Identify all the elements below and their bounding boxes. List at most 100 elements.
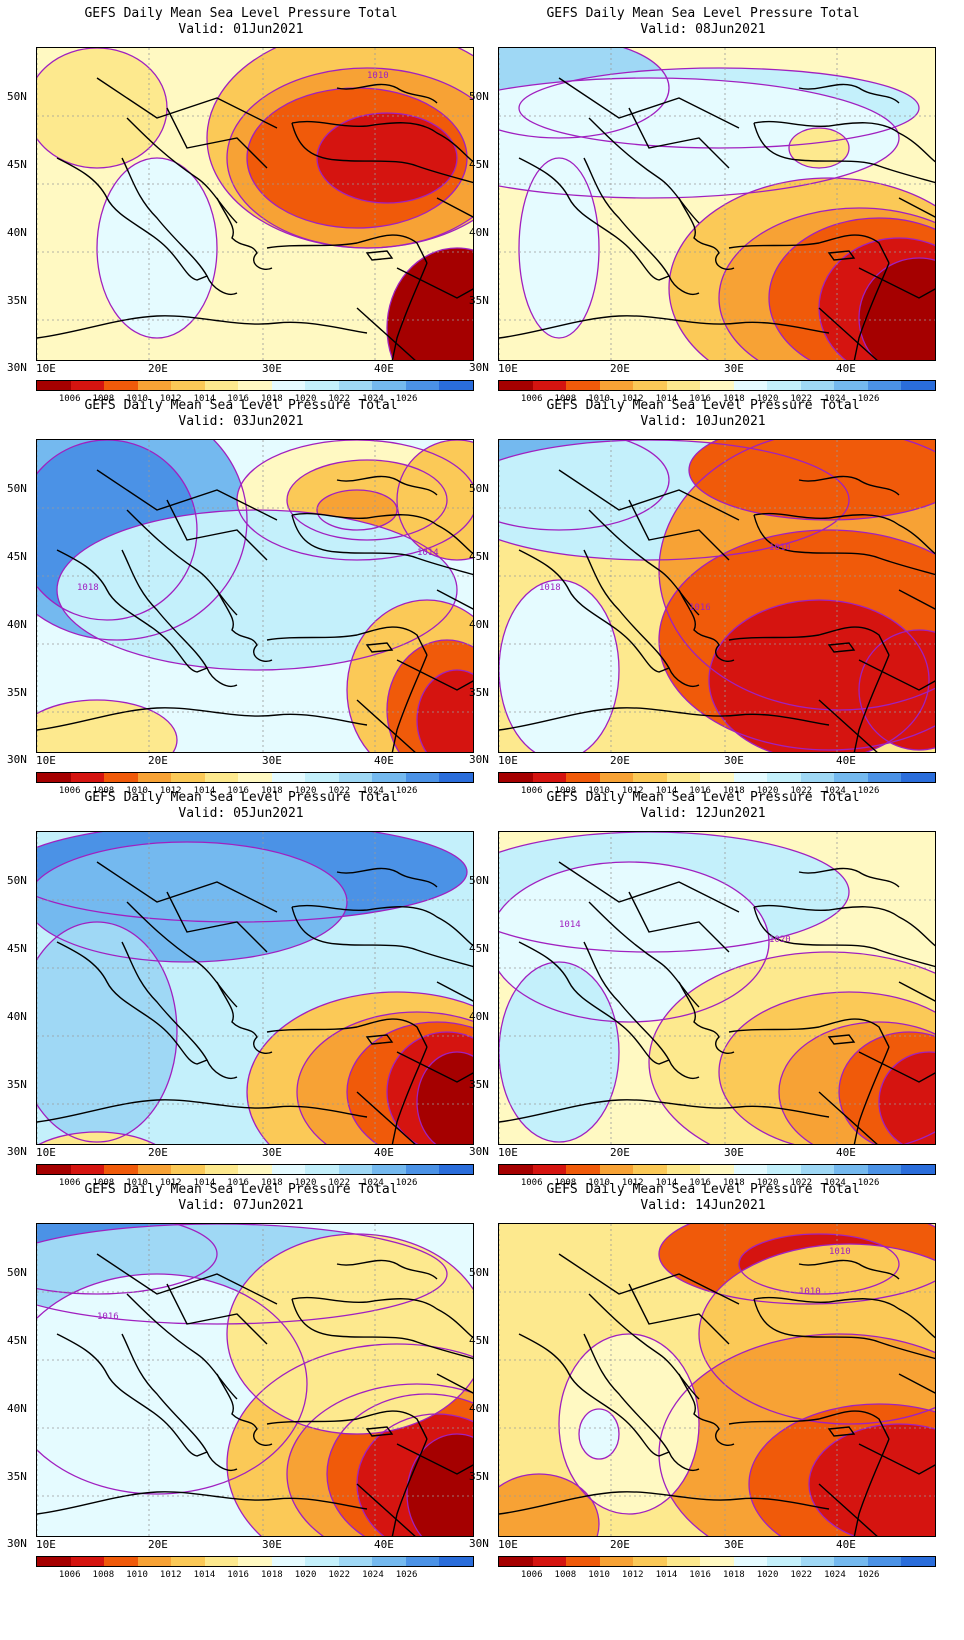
coastline xyxy=(678,1373,735,1446)
colorbar-swatch xyxy=(499,773,533,782)
latitude-tick: 50N xyxy=(469,482,489,495)
colorbar-swatch xyxy=(37,773,71,782)
colorbar-label: 1018 xyxy=(261,394,283,404)
colorbar-label: 1024 xyxy=(362,394,384,404)
colorbar-label: 1018 xyxy=(723,1178,745,1188)
longitude-tick: 40E xyxy=(374,1538,394,1551)
colorbar-swatch xyxy=(372,1557,406,1566)
colorbar-swatch xyxy=(532,381,567,390)
colorbar-swatch xyxy=(566,773,600,782)
colorbar-swatch xyxy=(305,1165,339,1174)
colorbar-label: 1008 xyxy=(554,394,577,404)
isobar-line xyxy=(346,1021,473,1144)
colorbar-swatch xyxy=(867,1557,902,1566)
colorbar-swatch xyxy=(137,773,172,782)
coastline xyxy=(853,1046,890,1144)
colorbar-swatch xyxy=(532,1557,567,1566)
colorbar-label: 1008 xyxy=(92,1570,115,1580)
colorbar-label: 1008 xyxy=(92,394,115,404)
panel-title: GEFS Daily Mean Sea Level Pressure Total xyxy=(84,1182,398,1197)
isobar-line xyxy=(499,861,770,1023)
colorbar-label: 1010 xyxy=(588,394,610,404)
coastline xyxy=(588,117,700,224)
colorbar-swatch xyxy=(37,1165,71,1174)
coastline xyxy=(798,83,900,104)
map-panel-p1: GEFS Daily Mean Sea Level Pressure Total… xyxy=(0,0,482,410)
coastline xyxy=(37,707,368,731)
coastline xyxy=(216,589,273,662)
coastline xyxy=(678,197,735,270)
isobar-line xyxy=(406,1433,473,1536)
latitude-tick: 50N xyxy=(7,482,27,495)
coastline xyxy=(96,469,278,561)
isobar-line xyxy=(878,1051,935,1144)
pressure-field-svg: 1016 xyxy=(37,1224,473,1536)
colorbar-swatch xyxy=(271,1165,306,1174)
isobar-label: 1010 xyxy=(829,1247,851,1257)
isobar-line xyxy=(688,440,935,521)
coastline xyxy=(678,589,735,662)
isobar-line xyxy=(37,1224,218,1295)
colorbar-swatch xyxy=(633,1165,667,1174)
coastline xyxy=(499,1099,830,1123)
latitude-tick: 40N xyxy=(7,1402,27,1415)
panel-title: GEFS Daily Mean Sea Level Pressure Total xyxy=(84,398,398,413)
colorbar-label: 1012 xyxy=(621,1178,644,1188)
colorbar-label: 1012 xyxy=(159,1178,182,1188)
isobar-line xyxy=(718,991,935,1144)
coastline xyxy=(499,315,830,339)
colorbar-swatch xyxy=(901,381,935,390)
coastline xyxy=(291,906,473,968)
coastline xyxy=(56,941,208,1065)
panel-valid-date: Valid: 08Jun2021 xyxy=(640,22,766,37)
isobar-label: 1010 xyxy=(769,543,791,553)
isobar-line xyxy=(316,489,398,531)
colorbar-swatch xyxy=(767,1165,801,1174)
coastline xyxy=(818,197,935,360)
isobar-line xyxy=(416,1051,473,1144)
longitude-tick: 30E xyxy=(724,754,744,767)
pressure-map: 1020 1014 xyxy=(498,831,936,1145)
colorbar-swatch xyxy=(733,773,768,782)
colorbar xyxy=(498,1556,936,1567)
coastline xyxy=(216,981,273,1054)
colorbar-swatch xyxy=(834,1165,868,1174)
colorbar-label: 1014 xyxy=(655,1178,678,1188)
colorbar-swatch xyxy=(439,381,473,390)
latitude-tick: 40N xyxy=(7,1010,27,1023)
colorbar-label: 1014 xyxy=(655,1570,678,1580)
colorbar-label: 1006 xyxy=(520,786,543,796)
colorbar-swatch xyxy=(305,773,339,782)
longitude-tick: 40E xyxy=(374,754,394,767)
colorbar-label: 1026 xyxy=(857,394,880,404)
pressure-map: 1010 1010 xyxy=(498,1223,936,1537)
isobar-line xyxy=(658,1333,935,1536)
colorbar-swatch xyxy=(305,1557,339,1566)
colorbar-swatch xyxy=(700,1165,734,1174)
isobar-line xyxy=(499,579,620,752)
colorbar-label: 1022 xyxy=(790,1570,813,1580)
pressure-region xyxy=(789,128,849,168)
colorbar-swatch xyxy=(666,1165,701,1174)
map-panel-p4: GEFS Daily Mean Sea Level Pressure Total… xyxy=(462,392,944,802)
colorbar-label: 1006 xyxy=(58,394,81,404)
colorbar-swatch xyxy=(499,1165,533,1174)
coastline xyxy=(827,1426,856,1437)
coastline xyxy=(56,1333,208,1457)
coastline xyxy=(391,1438,428,1536)
colorbar-swatch xyxy=(566,381,600,390)
colorbar-swatch xyxy=(238,773,272,782)
coastline xyxy=(798,867,900,888)
colorbar-label: 1014 xyxy=(193,1178,216,1188)
longitude-tick: 20E xyxy=(148,754,168,767)
pressure-region xyxy=(397,440,473,560)
pressure-field-svg: 1020 1014 xyxy=(499,832,935,1144)
colorbar-swatch xyxy=(666,1557,701,1566)
isobar-label: 1014 xyxy=(559,920,581,930)
map-panel-p5: GEFS Daily Mean Sea Level Pressure Total… xyxy=(0,784,482,1194)
latitude-tick: 50N xyxy=(7,1266,27,1279)
longitude-tick: 30E xyxy=(262,1146,282,1159)
coastline xyxy=(206,275,238,295)
colorbar-swatch xyxy=(405,773,440,782)
coastline xyxy=(588,509,700,616)
